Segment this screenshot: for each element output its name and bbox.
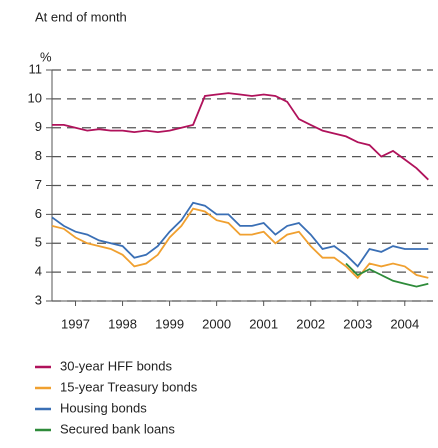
y-tick-label: 11 — [29, 61, 43, 76]
legend-label: Secured bank loans — [60, 421, 175, 436]
x-tick-label: 1998 — [108, 316, 137, 331]
x-tick-label: 2002 — [296, 316, 325, 331]
y-axis-label: % — [40, 49, 52, 64]
series-line — [52, 92, 429, 181]
y-tick-label: 10 — [28, 90, 42, 105]
series-line — [51, 201, 429, 268]
y-tick-label: 9 — [35, 119, 42, 134]
x-tick-label: 2000 — [202, 316, 231, 331]
x-tick-label: 1997 — [61, 316, 90, 331]
legend-label: 15-year Treasury bonds — [60, 379, 198, 394]
y-tick-label: 8 — [35, 148, 42, 163]
y-tick-label: 7 — [35, 177, 42, 192]
x-tick-label: 1999 — [155, 316, 184, 331]
y-tick-label: 5 — [35, 235, 42, 250]
x-tick-label: 2004 — [390, 316, 419, 331]
series-line — [345, 262, 429, 288]
y-tick-label: 3 — [35, 292, 42, 307]
legend-label: Housing bonds — [60, 400, 147, 415]
y-tick-label: 4 — [35, 264, 42, 279]
x-tick-label: 2003 — [343, 316, 372, 331]
x-tick-label: 2001 — [249, 316, 278, 331]
series-line — [51, 207, 429, 280]
chart-subtitle: At end of month — [35, 9, 127, 24]
y-tick-label: 6 — [35, 206, 42, 221]
legend-label: 30-year HFF bonds — [60, 358, 172, 373]
